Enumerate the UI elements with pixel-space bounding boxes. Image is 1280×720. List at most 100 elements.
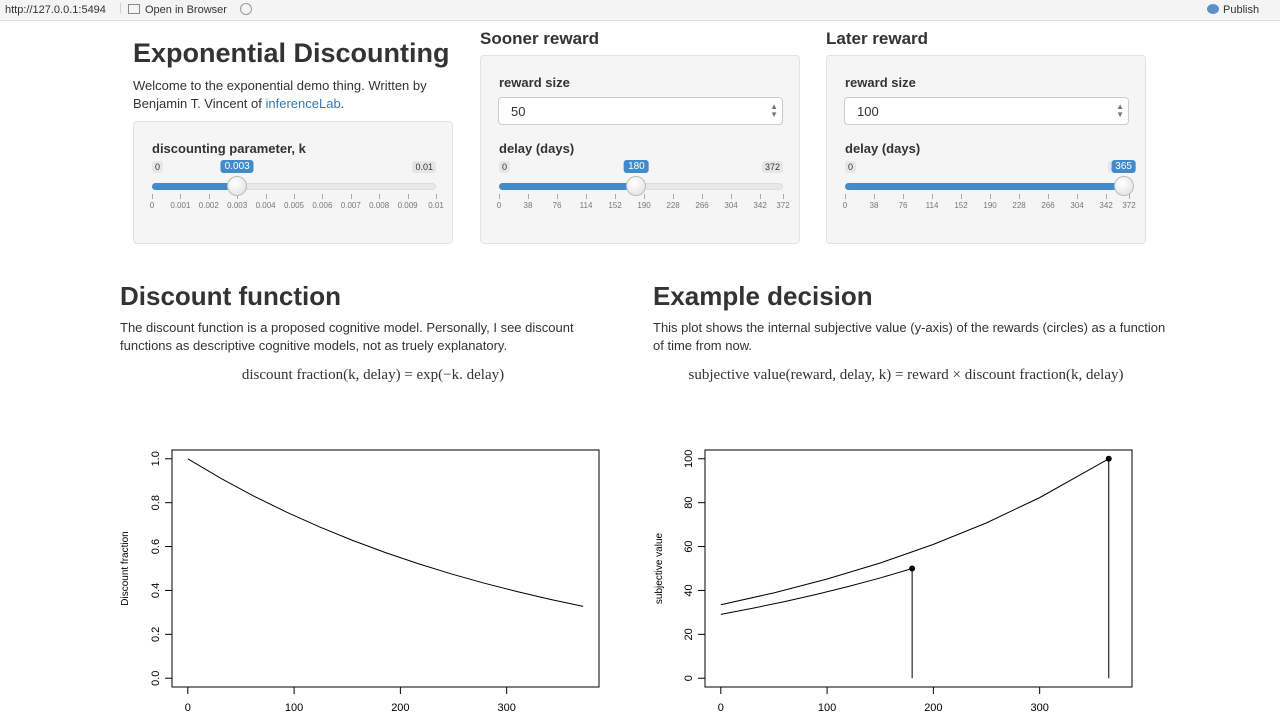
slider-tick: [294, 194, 295, 199]
slider-tick: [874, 194, 875, 199]
slider-tick-label: 38: [523, 201, 533, 210]
k-panel: discounting parameter, k 0 0.01 0.003 0 0.00…: [133, 121, 453, 244]
slider-tick: [1129, 194, 1130, 199]
open-in-browser[interactable]: Open in Browser: [145, 4, 227, 16]
slider-tick-label: 0.007: [340, 201, 361, 210]
slider-tick-label: 0.001: [170, 201, 191, 210]
slider-tick: [1019, 194, 1021, 199]
y-tick-label: 100: [683, 450, 695, 468]
slider-fill: [499, 183, 637, 190]
slider-tick-label: 114: [579, 201, 593, 210]
slider-tick-label: 190: [637, 201, 651, 210]
slider-tick: [152, 194, 153, 199]
slider-tick: [1077, 194, 1079, 199]
slider-tick: [760, 194, 762, 199]
input-value: 100: [857, 104, 879, 119]
reward-point: [1105, 455, 1112, 462]
number-input[interactable]: 100 ▲ ▼: [844, 97, 1129, 125]
plot-box: [704, 449, 1133, 688]
label: delay (days): [845, 141, 921, 156]
slider-value: 365: [1111, 160, 1136, 173]
icon: [1207, 4, 1219, 14]
slider-tick: [265, 194, 267, 199]
x-tick-label: 0: [718, 702, 724, 714]
slider-handle[interactable]: [227, 176, 248, 196]
section-title: Sooner reward: [480, 29, 600, 48]
slider-fill: [152, 183, 238, 190]
url: http://127.0.0.1:5494: [5, 4, 106, 16]
slider-tick-label: 0.003: [227, 201, 248, 210]
slider-tick: [644, 194, 646, 199]
slider-tick-label: 152: [954, 201, 968, 210]
y-tick-label: 20: [683, 628, 695, 640]
slider-handle[interactable]: [626, 176, 647, 196]
slider-tick-label: 0.01: [428, 201, 444, 210]
slider-tick-label: 342: [1099, 201, 1113, 210]
slider-tick: [379, 194, 381, 199]
section-title: Example decision: [653, 281, 873, 311]
section-text: This plot shows the internal subjective …: [653, 320, 1166, 353]
y-tick-label: 40: [683, 584, 695, 596]
slider-tick: [237, 194, 239, 199]
x-tick-label: 300: [497, 702, 515, 714]
spinner[interactable]: ▲ ▼: [1116, 102, 1124, 119]
slider-tick: [557, 194, 559, 199]
label: discounting parameter, k: [152, 141, 306, 156]
separator: |: [119, 2, 122, 14]
slider-tick: [499, 194, 500, 199]
x-tick-label: 100: [818, 702, 836, 714]
slider-tick-label: 0: [842, 201, 848, 210]
slider-tick: [436, 194, 437, 199]
slider-tick: [407, 194, 409, 199]
slider-tick: [322, 194, 324, 199]
slider-tick-label: 228: [1012, 201, 1026, 210]
slider-tick: [702, 194, 704, 199]
refresh[interactable]: [240, 3, 252, 15]
reward-point: [909, 565, 916, 572]
slider-tick: [528, 194, 529, 199]
slider[interactable]: 0 372 180 0 38 76 114 152 190 228 266 304 342 372: [497, 160, 790, 218]
slider-tick: [615, 194, 617, 199]
slider-tick-label: 372: [1122, 201, 1136, 210]
slider[interactable]: 037236503876114152190228266304342372: [842, 160, 1136, 218]
y-axis-label: subjective value: [654, 532, 665, 604]
slider-tick: [903, 194, 905, 199]
slider-max: 0.01: [412, 161, 436, 173]
slider-tick-label: 0.009: [397, 201, 418, 210]
sooner-panel: reward size 50 ▲ ▼ delay (days) 0 372 180 0 38…: [480, 55, 800, 244]
browser-bar: http://127.0.0.1:5494 | Open in Browser …: [0, 0, 1280, 21]
slider-min: 0: [152, 161, 164, 173]
slider-tick-label: 0.005: [283, 201, 305, 210]
x-tick-label: 100: [285, 702, 303, 714]
slider-tick-label: 304: [1070, 201, 1084, 210]
y-tick-label: 1.0: [150, 451, 162, 466]
intro-text: Welcome to the exponential demo thing. W…: [133, 78, 427, 111]
curve: [187, 458, 584, 607]
x-tick-label: 0: [185, 702, 191, 714]
number-input[interactable]: 50 ▲ ▼: [498, 97, 783, 125]
icon: [128, 4, 140, 14]
y-tick-label: 60: [683, 540, 695, 552]
x-tick-label: 200: [924, 702, 942, 714]
link[interactable]: inferenceLab: [265, 96, 341, 111]
publish[interactable]: Publish: [1223, 4, 1260, 16]
spinner[interactable]: ▲ ▼: [770, 102, 778, 119]
slider-tick-label: 38: [869, 201, 879, 210]
slider-handle[interactable]: [1113, 176, 1134, 196]
slider-tick: [673, 194, 675, 199]
x-tick-label: 300: [1030, 702, 1048, 714]
slider-tick-label: 152: [608, 201, 622, 210]
slider-tick: [350, 194, 352, 199]
y-tick-label: 0.0: [150, 671, 162, 686]
curve: [720, 568, 913, 615]
slider[interactable]: 0 0.01 0.003 0 0.001 0.002 0.003 0.004 0.005 0.00…: [150, 160, 444, 218]
slider-tick-label: 76: [898, 201, 908, 210]
slider-tick: [586, 194, 588, 199]
slider-tick-label: 190: [983, 201, 997, 210]
slider-tick: [961, 194, 963, 199]
section-title: Later reward: [826, 29, 929, 48]
formula: subjective value(reward, delay, k) = rew…: [688, 367, 1124, 383]
intro: Welcome to the exponential demo thing. W…: [133, 77, 433, 113]
y-tick-label: 0.4: [150, 583, 162, 598]
